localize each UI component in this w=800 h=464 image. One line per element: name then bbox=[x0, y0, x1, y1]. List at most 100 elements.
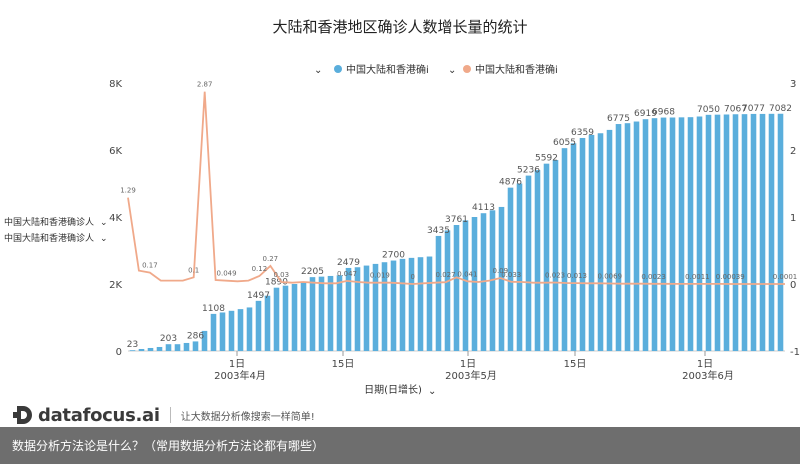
y-right-tick-label: 0 bbox=[790, 280, 796, 291]
line-data-label: 0.00039 bbox=[716, 273, 745, 281]
bar-data-label: 6968 bbox=[652, 108, 675, 118]
bar bbox=[507, 187, 514, 351]
line-data-label: 0.047 bbox=[337, 270, 357, 278]
bar bbox=[156, 346, 163, 351]
bar-data-label: 5236 bbox=[517, 166, 540, 176]
x-tick-day-label: 1日 bbox=[460, 359, 476, 370]
bar-data-label: 2700 bbox=[382, 251, 405, 261]
legend[interactable]: ⌄ 中国大陆和香港确i ⌄ 中国大陆和香港确i bbox=[314, 63, 558, 76]
bar bbox=[660, 117, 667, 352]
bar bbox=[426, 256, 433, 351]
bar-data-label: 7082 bbox=[769, 104, 792, 114]
bar bbox=[354, 267, 361, 351]
bar-data-label: 1108 bbox=[202, 304, 225, 314]
chevron-down-icon[interactable]: ⌄ bbox=[100, 234, 108, 244]
bar-data-label: 2205 bbox=[301, 267, 324, 277]
bar bbox=[723, 114, 730, 352]
line-data-label: 0.12 bbox=[252, 265, 268, 273]
bar bbox=[570, 143, 577, 351]
bar-data-label: 1890 bbox=[265, 278, 288, 288]
bar bbox=[579, 137, 586, 351]
bar bbox=[615, 124, 622, 351]
bar bbox=[651, 118, 658, 351]
datafocus-logo-icon bbox=[13, 406, 32, 424]
bar bbox=[273, 287, 280, 351]
line-data-label: 0 bbox=[410, 273, 414, 281]
bar bbox=[336, 275, 343, 351]
bar bbox=[201, 330, 208, 351]
side-legend-item[interactable]: 中国大陆和香港确诊人 bbox=[4, 232, 94, 244]
bar-data-label: 6055 bbox=[553, 138, 576, 148]
bar bbox=[372, 263, 379, 351]
bar-data-label: 7067 bbox=[724, 104, 747, 114]
line-data-label: 0.0023 bbox=[641, 273, 666, 281]
x-tick-day-label: 1日 bbox=[229, 359, 245, 370]
bar-data-label: 4113 bbox=[472, 203, 495, 213]
chart-canvas: ⌄ 中国大陆和香港确i ⌄ 中国大陆和香港确i 中国大陆和香港确诊人 ⌄ 中国大… bbox=[4, 63, 800, 397]
bar-data-label: 7077 bbox=[742, 104, 765, 114]
bar bbox=[768, 113, 775, 351]
bar bbox=[363, 265, 370, 351]
bar bbox=[642, 119, 649, 351]
line-data-label: 0.019 bbox=[370, 272, 390, 280]
bar bbox=[552, 160, 559, 351]
x-tick-day-label: 15日 bbox=[564, 359, 587, 370]
legend-line-label[interactable]: 中国大陆和香港确i bbox=[475, 63, 558, 76]
y-left-tick-label: 2K bbox=[109, 280, 122, 291]
x-tick-month-label: 2003年4月 bbox=[214, 369, 266, 382]
line-data-label: 2.87 bbox=[197, 81, 213, 89]
bar bbox=[705, 114, 712, 351]
line-data-label: 0.03 bbox=[274, 271, 290, 279]
y-right-tick-label: -1 bbox=[790, 347, 800, 358]
bar bbox=[237, 309, 244, 351]
footer-bar: 数据分析方法论是什么？（常用数据分析方法论都有哪些） bbox=[0, 427, 800, 464]
bar bbox=[327, 275, 334, 351]
x-tick-month-label: 2003年5月 bbox=[445, 369, 497, 382]
bar bbox=[687, 117, 694, 351]
bar-data-label: 286 bbox=[187, 331, 204, 341]
brand: datafocus.ai 让大数据分析像搜索一样简单! bbox=[12, 403, 315, 427]
bar bbox=[741, 114, 748, 351]
side-legend[interactable]: 中国大陆和香港确诊人 ⌄ 中国大陆和香港确诊人 ⌄ bbox=[4, 216, 108, 244]
bar bbox=[291, 284, 298, 351]
line-data-label: 0.049 bbox=[217, 270, 237, 278]
bar bbox=[435, 235, 442, 351]
line-data-label: 1.29 bbox=[120, 187, 136, 195]
bar-data-label: 6919 bbox=[634, 109, 657, 119]
bar bbox=[399, 258, 406, 351]
legend-chevron-icon[interactable]: ⌄ bbox=[314, 65, 322, 76]
bar bbox=[345, 267, 352, 351]
legend-line-swatch bbox=[463, 65, 471, 73]
bar bbox=[597, 133, 604, 351]
bar-data-label: 3761 bbox=[445, 215, 468, 225]
x-axis-chevron-icon[interactable]: ⌄ bbox=[428, 386, 436, 397]
x-axis-title: 日期(日增长) bbox=[364, 383, 422, 396]
chevron-down-icon[interactable]: ⌄ bbox=[100, 218, 108, 228]
bar bbox=[462, 220, 469, 351]
bar bbox=[444, 230, 451, 351]
bar bbox=[210, 313, 217, 351]
line-data-label: 0.027 bbox=[436, 271, 456, 279]
x-tick-day-label: 1日 bbox=[697, 359, 713, 370]
bar bbox=[300, 282, 307, 351]
y-right-tick-label: 2 bbox=[790, 146, 796, 157]
y-left-tick-label: 4K bbox=[109, 213, 122, 224]
bar bbox=[696, 116, 703, 351]
legend-chevron-icon[interactable]: ⌄ bbox=[448, 65, 456, 76]
bar bbox=[309, 277, 316, 351]
line-data-label: 0.0069 bbox=[598, 273, 623, 281]
side-legend-item[interactable]: 中国大陆和香港确诊人 bbox=[4, 216, 94, 228]
bar bbox=[264, 295, 271, 351]
line-data-label: 0.27 bbox=[263, 255, 279, 263]
bar-data-label: 1497 bbox=[247, 291, 270, 301]
bar-data-label: 6775 bbox=[607, 114, 630, 124]
bar bbox=[525, 175, 532, 351]
line-data-label: 0.041 bbox=[457, 270, 477, 278]
bar bbox=[318, 276, 325, 351]
legend-bar-label[interactable]: 中国大陆和香港确i bbox=[346, 63, 429, 76]
bar-data-label: 4876 bbox=[499, 178, 522, 188]
line-data-label: 0.033 bbox=[501, 271, 521, 279]
footer-text: 数据分析方法论是什么？（常用数据分析方法论都有哪些） bbox=[12, 439, 325, 453]
bar bbox=[453, 225, 460, 351]
